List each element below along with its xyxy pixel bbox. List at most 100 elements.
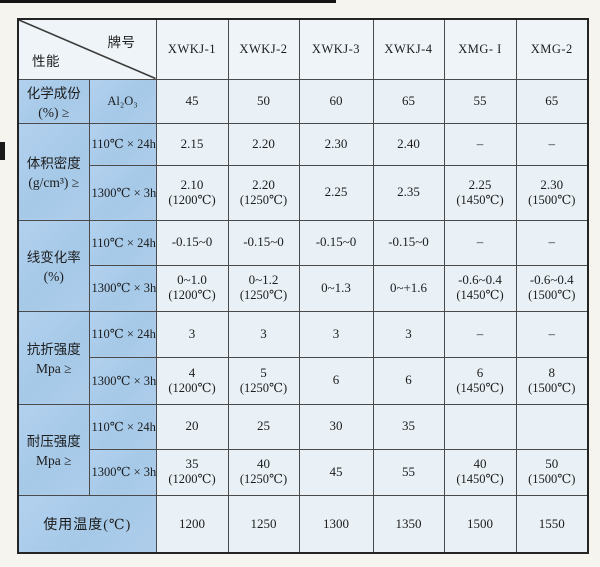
col-header-xwkj2: XWKJ-2 bbox=[227, 18, 300, 80]
table-cell: 60 bbox=[298, 78, 374, 124]
table-cell: 55 bbox=[372, 448, 445, 496]
flexural-cond-2: 1300℃ × 3h bbox=[88, 356, 157, 405]
linear-row-2: 1300℃ × 3h 0~1.0 (1200℃) 0~1.2 (1250℃) 0~1… bbox=[18, 264, 589, 312]
table-cell: 2.20 bbox=[227, 122, 300, 166]
table-cell: 2.30 bbox=[298, 122, 374, 166]
table-cell: 1200 bbox=[155, 494, 229, 554]
table-cell: 20 bbox=[155, 403, 229, 450]
scan-artifact-top bbox=[0, 0, 336, 3]
density-cond-1: 110℃ × 24h bbox=[88, 122, 157, 166]
table-cell: – bbox=[515, 219, 589, 266]
row-label-density: 体积密度 (g/cm³) ≥ bbox=[17, 122, 90, 221]
row-label-crushing: 耐压强度 Mpa ≥ bbox=[17, 403, 90, 496]
corner-cell: 牌号 性能 bbox=[17, 18, 157, 80]
table-cell: 0~+1.6 bbox=[372, 264, 445, 312]
linear-label: 线变化率 bbox=[26, 250, 81, 265]
table-cell: 3 bbox=[155, 310, 229, 358]
table-cell bbox=[443, 403, 517, 450]
density-row-1: 体积密度 (g/cm³) ≥ 110℃ × 24h 2.15 2.20 2.30… bbox=[17, 122, 589, 221]
table-cell: 4 (1200℃) bbox=[155, 356, 229, 405]
table-cell: 3 bbox=[298, 310, 374, 358]
table-cell: -0.6~0.4 (1450℃) bbox=[443, 264, 517, 312]
crushing-cond-1: 110℃ × 24h bbox=[88, 403, 157, 450]
table-cell: 2.35 bbox=[372, 164, 445, 221]
crushing-row-2: 1300℃ × 3h 35 (1200℃) 40 (1250℃) 45 55 40(… bbox=[18, 448, 589, 496]
corner-property-label: 性能 bbox=[32, 53, 60, 69]
linear-cond-2: 1300℃ × 3h bbox=[88, 264, 157, 312]
table-cell: 2.15 bbox=[155, 122, 229, 166]
table-cell: 2.25 (1450℃) bbox=[443, 164, 517, 221]
table-cell: 35 (1200℃) bbox=[155, 448, 229, 496]
crushing-label: 耐压强度 bbox=[26, 434, 81, 449]
table-cell: 30 bbox=[298, 403, 374, 450]
chem-unit: (%) ≥ bbox=[38, 104, 70, 120]
spec-table: 牌号 性能 XWKJ-1 XWKJ-2 XWKJ-3 XWKJ-4 XMG- I… bbox=[17, 18, 589, 554]
table-cell: 40 (1250℃) bbox=[227, 448, 300, 496]
table-cell: 0~1.0 (1200℃) bbox=[155, 264, 229, 312]
crushing-row-1: 耐压强度 Mpa ≥ 110℃ × 24h 20 25 30 35 bbox=[17, 403, 589, 496]
chem-row: 化学成份 (%) ≥ Al₂O₃ 45 50 60 65 55 65 bbox=[17, 78, 589, 124]
header-row: 牌号 性能 XWKJ-1 XWKJ-2 XWKJ-3 XWKJ-4 XMG- I… bbox=[17, 18, 589, 80]
col-header-xmg2: XMG-2 bbox=[515, 18, 589, 80]
table-cell: 3 bbox=[227, 310, 300, 358]
table-cell: 45 bbox=[155, 78, 229, 124]
table-cell: 50 (1500℃) bbox=[515, 448, 589, 496]
table-cell: 65 bbox=[515, 78, 589, 124]
flexural-cond-1: 110℃ × 24h bbox=[88, 310, 157, 358]
col-header-xwkj3: XWKJ-3 bbox=[298, 18, 374, 80]
crushing-cond-2: 1300℃ × 3h bbox=[88, 448, 157, 496]
col-header-xwkj4: XWKJ-4 bbox=[372, 18, 445, 80]
density-cond-2: 1300℃ × 3h bbox=[88, 164, 157, 221]
table-cell: 0~1.3 bbox=[298, 264, 374, 312]
table-cell: 40 (1450℃) bbox=[443, 448, 517, 496]
density-unit: (g/cm³) ≥ bbox=[28, 175, 80, 190]
row-label-service: 使用温度(℃) bbox=[17, 494, 157, 554]
table-cell: 6 (1450℃) bbox=[443, 356, 517, 405]
table-cell: -0.15~0 bbox=[372, 219, 445, 266]
table-cell: -0.15~0 bbox=[155, 219, 229, 266]
table-cell: 1500 bbox=[443, 494, 517, 554]
table-cell: 3 bbox=[372, 310, 445, 358]
table-cell bbox=[515, 403, 589, 450]
linear-cond-1: 110℃ × 24h bbox=[88, 219, 157, 266]
table-cell: 1250 bbox=[227, 494, 300, 554]
table-cell: – bbox=[515, 122, 589, 166]
crushing-unit: Mpa ≥ bbox=[35, 453, 72, 468]
row-label-flexural: 抗折强度 Mpa ≥ bbox=[17, 310, 90, 405]
table-cell: 2.25 bbox=[298, 164, 374, 221]
table-cell: 2.20 (1250℃) bbox=[227, 164, 300, 221]
col-header-xwkj1: XWKJ-1 bbox=[155, 18, 229, 80]
table-cell: 1350 bbox=[372, 494, 445, 554]
table-cell: – bbox=[443, 310, 517, 358]
table-cell: 1300 bbox=[298, 494, 374, 554]
row-label-linear: 线变化率 (%) bbox=[17, 219, 90, 312]
table-cell: 5 (1250℃) bbox=[227, 356, 300, 405]
table-cell: 25 bbox=[227, 403, 300, 450]
table-cell: 1550 bbox=[515, 494, 589, 554]
table-cell: 55 bbox=[443, 78, 517, 124]
table-cell: – bbox=[515, 310, 589, 358]
flexural-unit: Mpa ≥ bbox=[35, 361, 72, 376]
density-row-2: 1300℃ × 3h 2.10 (1200℃) 2.20 (1250℃) 2.25 … bbox=[18, 164, 589, 221]
table-cell: – bbox=[443, 122, 517, 166]
density-label: 体积密度 bbox=[26, 156, 81, 171]
linear-row-1: 线变化率 (%) 110℃ × 24h -0.15~0 -0.15~0 -0.1… bbox=[17, 219, 589, 312]
row-label-chem: 化学成份 (%) ≥ bbox=[17, 78, 90, 124]
table-cell: 2.30 (1500℃) bbox=[515, 164, 589, 221]
linear-unit: (%) bbox=[43, 269, 64, 284]
diagonal-line bbox=[19, 20, 156, 79]
table-cell: 2.10 (1200℃) bbox=[155, 164, 229, 221]
table-cell: 45 bbox=[298, 448, 374, 496]
scan-artifact-left bbox=[0, 142, 5, 160]
table-cell: 2.40 bbox=[372, 122, 445, 166]
table-cell: 6 bbox=[298, 356, 374, 405]
chem-label: 化学成份 bbox=[26, 85, 81, 101]
table-cell: 65 bbox=[372, 78, 445, 124]
flexural-row-1: 抗折强度 Mpa ≥ 110℃ × 24h 3 3 3 3 – – bbox=[17, 310, 589, 405]
table-cell: 6 bbox=[372, 356, 445, 405]
table-cell: -0.15~0 bbox=[227, 219, 300, 266]
table-cell: – bbox=[443, 219, 517, 266]
flexural-row-2: 1300℃ × 3h 4 (1200℃) 5 (1250℃) 6 6 6 (1450℃… bbox=[18, 356, 589, 405]
col-header-xmg1: XMG- I bbox=[443, 18, 517, 80]
table-cell: 0~1.2 (1250℃) bbox=[227, 264, 300, 312]
